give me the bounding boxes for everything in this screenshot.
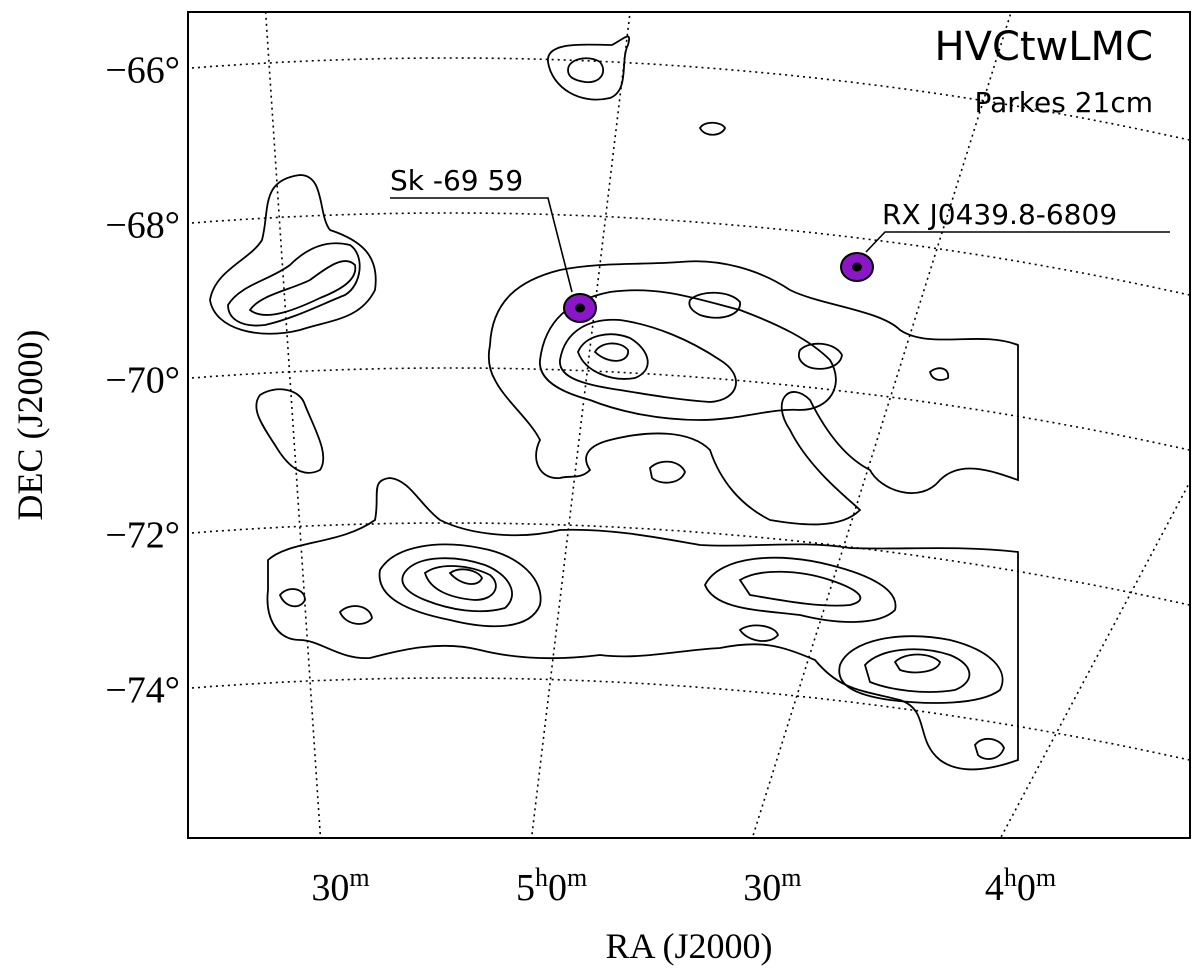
annotation: RX J0439.8-6809: [840, 198, 1170, 282]
source-marker-center: [575, 303, 585, 313]
contour: [209, 174, 377, 335]
contour: [547, 35, 630, 101]
grid-line: [188, 367, 1190, 451]
contour: [539, 289, 837, 421]
contour: [448, 568, 483, 585]
contour: [559, 318, 737, 403]
y-tick-label: −70°: [105, 359, 180, 401]
y-tick-label: −72°: [105, 514, 180, 556]
x-axis-label: RA (J2000): [605, 926, 772, 966]
y-tick-label: −74°: [105, 669, 180, 711]
contour: [797, 342, 843, 370]
grid-line: [188, 57, 1190, 141]
contour: [401, 557, 513, 613]
grid: [188, 12, 1190, 838]
contour: [577, 333, 649, 380]
contour: [974, 738, 1005, 760]
contour: [487, 260, 1019, 526]
annotation-label: Sk -69 59: [390, 164, 523, 197]
source-marker-center: [852, 262, 862, 272]
grid-line: [999, 479, 1190, 838]
x-tick-label: 5h0m: [516, 863, 587, 909]
contour: [567, 57, 605, 84]
contour: [378, 543, 542, 628]
y-axis-label: DEC (J2000): [10, 330, 50, 521]
contour: [738, 624, 779, 642]
y-tick-label: −68°: [105, 204, 180, 246]
annotation-label: RX J0439.8-6809: [882, 198, 1117, 231]
contour: [698, 121, 726, 136]
contour: [266, 477, 1019, 771]
contour: [248, 260, 357, 316]
grid-line: [264, 12, 322, 838]
grid-line: [530, 12, 631, 838]
grid-line: [188, 522, 1190, 606]
contour: [338, 605, 373, 625]
contour: [593, 342, 629, 362]
y-tick-label: −66°: [105, 49, 180, 91]
contour: [928, 367, 950, 381]
contour: [423, 565, 497, 601]
contour: [863, 648, 971, 693]
contour: [227, 242, 361, 327]
x-tick-label: 4h0m: [985, 863, 1056, 909]
leader-line: [865, 231, 1170, 253]
annotation: Sk -69 59: [390, 164, 597, 323]
chart-title: HVCtwLMC: [935, 24, 1154, 70]
leader-line: [390, 197, 573, 293]
contour: [704, 556, 897, 623]
contour: [738, 570, 862, 607]
contour: [255, 388, 325, 474]
contour: [649, 460, 686, 484]
contour: [688, 291, 741, 319]
contours: [209, 35, 1019, 771]
grid-line: [751, 12, 1013, 838]
x-tick-label: 30m: [311, 863, 369, 909]
frame: [187, 11, 1191, 839]
grid-line: [188, 212, 1190, 296]
x-tick-label: 30m: [743, 863, 801, 909]
contour: [278, 588, 306, 608]
grid-line: [188, 677, 1190, 761]
contour: [893, 653, 941, 674]
chart-subtitle: Parkes 21cm: [974, 86, 1153, 119]
contour: [838, 635, 1004, 704]
